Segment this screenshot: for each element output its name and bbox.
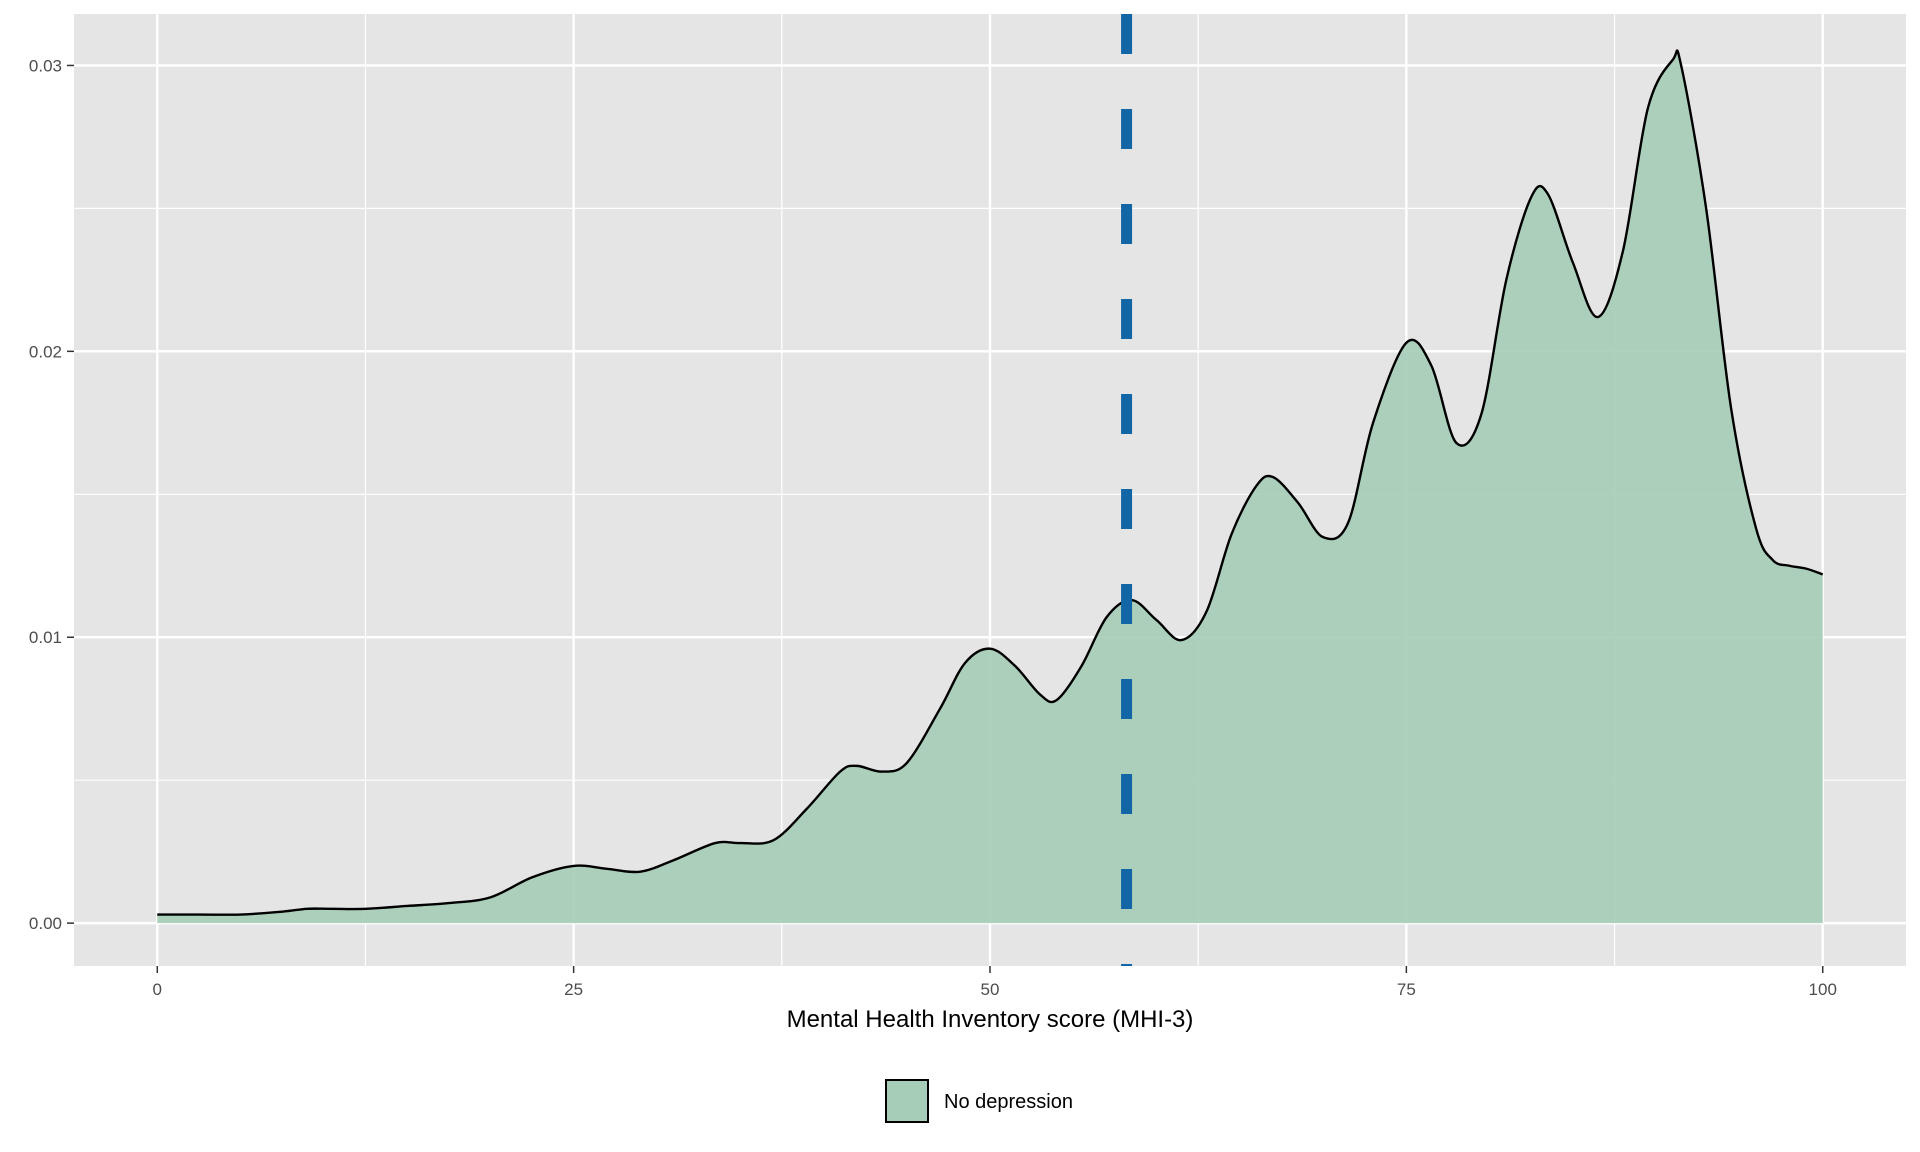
y-axis: 0.00 0.01 0.02 0.03 [29, 56, 74, 933]
density-area [157, 50, 1823, 924]
legend-key [885, 1079, 929, 1123]
y-tick-label: 0.03 [29, 56, 62, 75]
x-tick-label: 75 [1397, 980, 1416, 999]
legend: No depression [885, 1079, 1073, 1123]
x-tick-label: 25 [564, 980, 583, 999]
y-tick-label: 0.01 [29, 628, 62, 647]
x-axis: 0 25 50 75 100 [153, 966, 1837, 999]
x-tick-label: 50 [981, 980, 1000, 999]
x-tick-label: 100 [1809, 980, 1837, 999]
x-tick-label: 0 [153, 980, 162, 999]
x-axis-title: Mental Health Inventory score (MHI-3) [787, 1006, 1194, 1033]
y-tick-label: 0.02 [29, 342, 62, 361]
y-tick-label: 0.00 [29, 914, 62, 933]
legend-label: No depression [944, 1091, 1073, 1113]
density-curve [157, 49, 1824, 916]
density-series [157, 49, 1824, 924]
